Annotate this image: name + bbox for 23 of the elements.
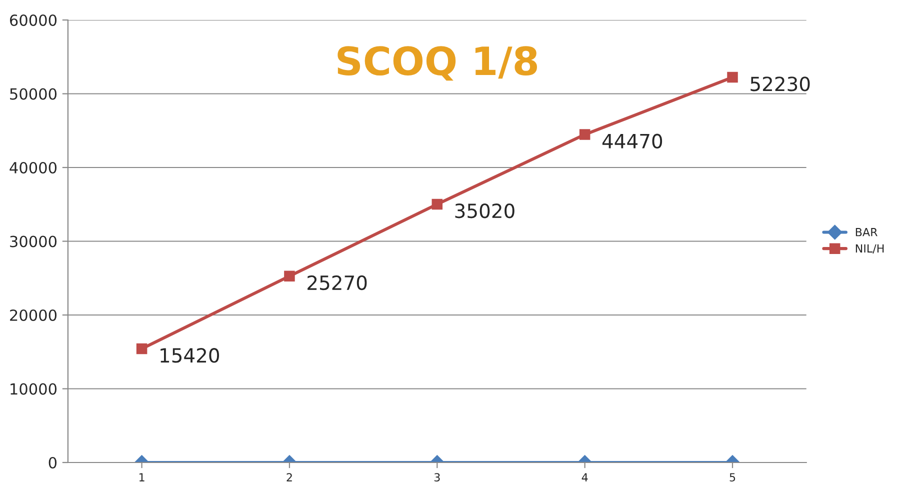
data-label: 15420 (160, 348, 220, 363)
x-tick-label: 2 (286, 473, 292, 482)
legend-label: NIL/H (856, 244, 884, 254)
x-tick-label: 5 (730, 473, 736, 482)
y-tick-label: 0 (48, 456, 57, 469)
data-label: 35020 (455, 203, 514, 218)
point (432, 198, 443, 210)
point (727, 72, 738, 83)
point (579, 129, 590, 140)
y-tick-label: 30000 (10, 236, 57, 248)
x-tick-label: 3 (434, 473, 440, 482)
data-label: 52230 (750, 76, 810, 92)
y-tick-label: 60000 (10, 14, 57, 26)
y-tick-label: 20000 (10, 309, 57, 322)
data-label: 25270 (308, 275, 367, 290)
x-tick-label: 1 (139, 473, 144, 482)
x-tick-label: 4 (582, 473, 588, 482)
legend-label: BAR (856, 228, 878, 236)
text: SCOQ 1/8 (338, 46, 537, 81)
data-label: 44470 (602, 134, 662, 149)
y-tick-label: 50000 (10, 88, 57, 100)
y-tick-label: 40000 (10, 162, 57, 174)
y-tick-label: 10000 (10, 383, 57, 395)
